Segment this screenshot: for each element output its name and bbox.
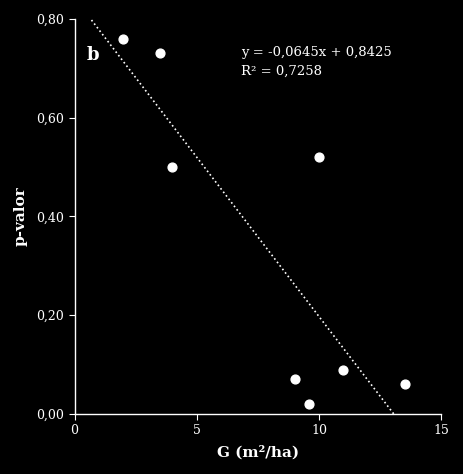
Point (401, 381, 408, 388)
Text: b: b (87, 46, 100, 64)
X-axis label: G (m²/ha): G (m²/ha) (217, 446, 299, 460)
Text: y = -0,0645x + 0,8425
R² = 0,7258: y = -0,0645x + 0,8425 R² = 0,7258 (241, 46, 392, 78)
Y-axis label: p-valor: p-valor (14, 187, 28, 246)
Point (156, 50, 164, 57)
Point (340, 366, 347, 374)
Point (169, 163, 176, 171)
Point (291, 376, 298, 383)
Point (306, 401, 313, 408)
Point (120, 35, 127, 43)
Point (315, 154, 323, 161)
